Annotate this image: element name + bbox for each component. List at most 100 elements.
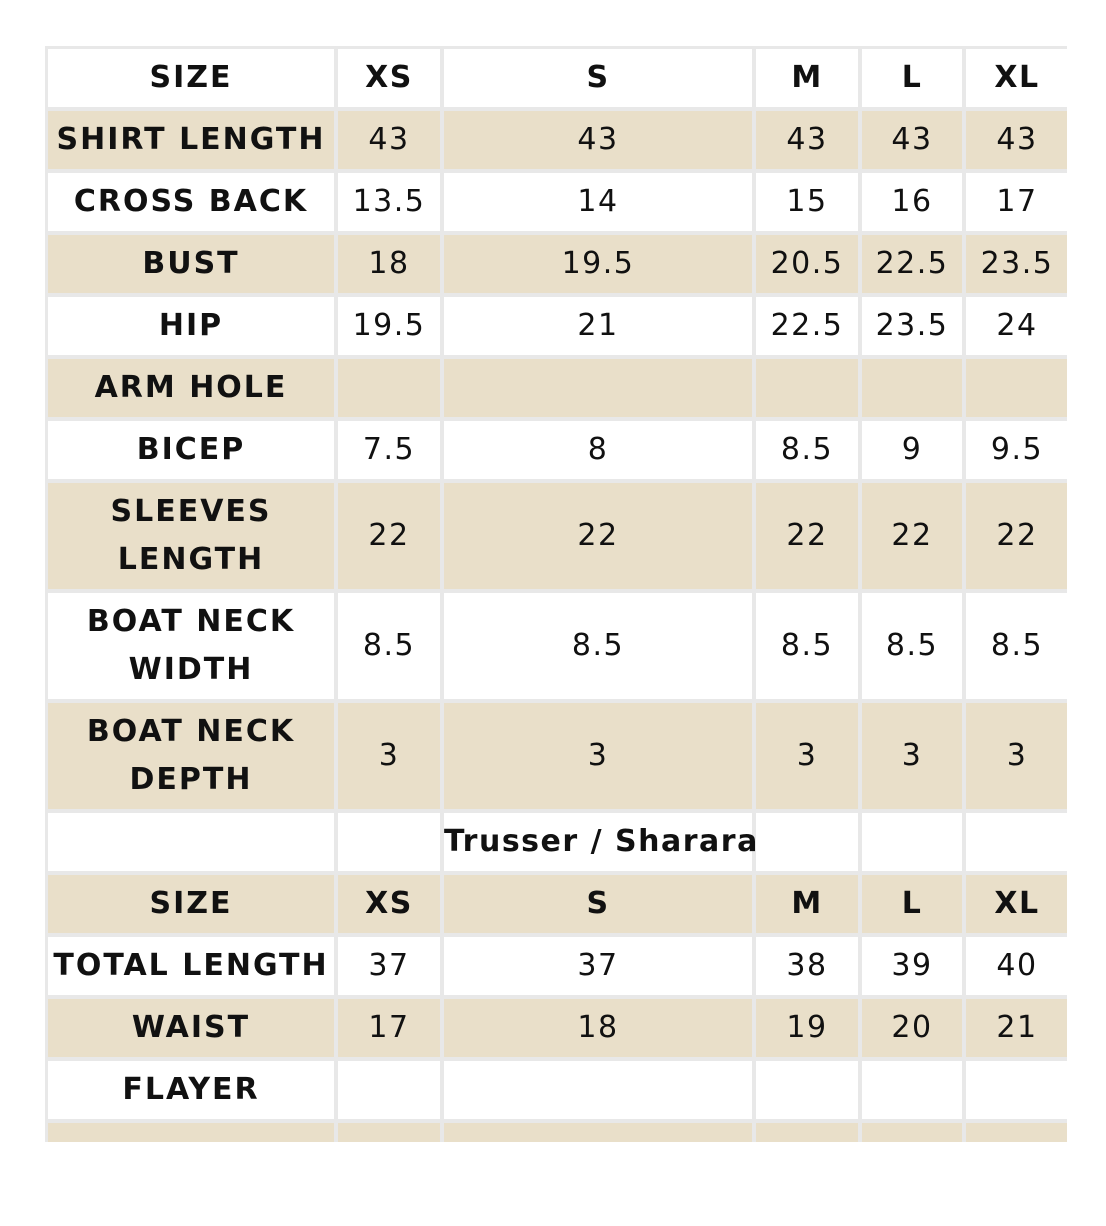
header-size-m: M [756, 49, 858, 107]
size-chart-table: SIZE XS S M L XL SHIRT LENGTH 43 43 43 4… [45, 46, 1067, 1142]
cell-l: 22.5 [862, 235, 962, 293]
header-size-xl: XL [966, 49, 1067, 107]
cell-xl: 22 [966, 483, 1067, 589]
empty-cell [756, 813, 858, 871]
cell-m: 22.5 [756, 297, 858, 355]
empty-cell [756, 1123, 858, 1142]
cell-xl: 9.5 [966, 421, 1067, 479]
cell-xl: 8.5 [966, 593, 1067, 699]
empty-cell [338, 813, 440, 871]
cell-m: 8.5 [756, 593, 858, 699]
header-size-s: S [444, 875, 752, 933]
empty-cell [338, 1123, 440, 1142]
cell-xl: 43 [966, 111, 1067, 169]
table-row-sleeves-length: SLEEVES LENGTH 22 22 22 22 22 [48, 483, 1067, 589]
cell-m: 20.5 [756, 235, 858, 293]
cell-xs: 17 [338, 999, 440, 1057]
cell-m [756, 359, 858, 417]
cell-s: 22 [444, 483, 752, 589]
row-label: CROSS BACK [48, 173, 334, 231]
row-label-line1: BOAT NECK [86, 604, 296, 639]
cell-s [444, 359, 752, 417]
cell-xs: 13.5 [338, 173, 440, 231]
header-size-xl: XL [966, 875, 1067, 933]
cell-m [756, 1061, 858, 1119]
cell-m: 19 [756, 999, 858, 1057]
cell-xs: 3 [338, 703, 440, 809]
cell-l: 23.5 [862, 297, 962, 355]
row-label: HIP [48, 297, 334, 355]
cell-xs: 37 [338, 937, 440, 995]
row-label: SLEEVES LENGTH [48, 483, 334, 589]
cell-l [862, 359, 962, 417]
row-label: BOAT NECK WIDTH [48, 593, 334, 699]
cell-m: 38 [756, 937, 858, 995]
header-size-label: SIZE [48, 49, 334, 107]
cell-xl [966, 1061, 1067, 1119]
row-label-line1: BOAT NECK [86, 714, 296, 749]
cell-xs: 18 [338, 235, 440, 293]
table-row-boat-neck-depth: BOAT NECK DEPTH 3 3 3 3 3 [48, 703, 1067, 809]
cell-xl: 23.5 [966, 235, 1067, 293]
cell-m: 22 [756, 483, 858, 589]
shirt-header-row: SIZE XS S M L XL [48, 49, 1067, 107]
row-label: BOAT NECK DEPTH [48, 703, 334, 809]
cell-s: 43 [444, 111, 752, 169]
cell-s: 21 [444, 297, 752, 355]
table-row-bicep: BICEP 7.5 8 8.5 9 9.5 [48, 421, 1067, 479]
table-row-shirt-length: SHIRT LENGTH 43 43 43 43 43 [48, 111, 1067, 169]
header-size-s: S [444, 49, 752, 107]
header-size-m: M [756, 875, 858, 933]
table-row-partial [48, 1123, 1067, 1142]
cell-m: 43 [756, 111, 858, 169]
section-title: Trusser / Sharara [444, 813, 757, 871]
cell-xl: 3 [966, 703, 1067, 809]
cell-l: 39 [862, 937, 962, 995]
cell-l: 22 [862, 483, 962, 589]
cell-s: 18 [444, 999, 752, 1057]
section-title-row: Trusser / Sharara [48, 813, 1067, 871]
cell-xs: 8.5 [338, 593, 440, 699]
cell-xs [338, 359, 440, 417]
row-label: ARM HOLE [48, 359, 334, 417]
row-label: SHIRT LENGTH [48, 111, 334, 169]
cell-xs: 43 [338, 111, 440, 169]
row-label: BICEP [48, 421, 334, 479]
cell-m: 3 [756, 703, 858, 809]
table-row-hip: HIP 19.5 21 22.5 23.5 24 [48, 297, 1067, 355]
empty-cell [862, 813, 962, 871]
bottom-header-row: SIZE XS S M L XL [48, 875, 1067, 933]
cell-xs [338, 1061, 440, 1119]
row-label-line2: DEPTH [129, 762, 253, 797]
empty-cell [48, 1123, 334, 1142]
cell-l: 43 [862, 111, 962, 169]
header-size-label: SIZE [48, 875, 334, 933]
empty-cell [966, 813, 1067, 871]
cell-s: 37 [444, 937, 752, 995]
row-label-line2: LENGTH [117, 542, 265, 577]
table-row-cross-back: CROSS BACK 13.5 14 15 16 17 [48, 173, 1067, 231]
table-row-total-length: TOTAL LENGTH 37 37 38 39 40 [48, 937, 1067, 995]
empty-cell [444, 1123, 752, 1142]
table-row-bust: BUST 18 19.5 20.5 22.5 23.5 [48, 235, 1067, 293]
cell-l: 3 [862, 703, 962, 809]
cell-s: 14 [444, 173, 752, 231]
cell-s: 3 [444, 703, 752, 809]
cell-xl: 24 [966, 297, 1067, 355]
cell-m: 8.5 [756, 421, 858, 479]
table-row-arm-hole: ARM HOLE [48, 359, 1067, 417]
cell-s: 8.5 [444, 593, 752, 699]
cell-l: 16 [862, 173, 962, 231]
row-label: TOTAL LENGTH [48, 937, 334, 995]
cell-xl: 17 [966, 173, 1067, 231]
cell-xs: 19.5 [338, 297, 440, 355]
row-label-line1: SLEEVES [110, 494, 272, 529]
cell-s: 8 [444, 421, 752, 479]
header-size-l: L [862, 875, 962, 933]
size-chart: SIZE XS S M L XL SHIRT LENGTH 43 43 43 4… [45, 46, 1067, 1142]
header-size-xs: XS [338, 875, 440, 933]
cell-xl [966, 359, 1067, 417]
table-row-boat-neck-width: BOAT NECK WIDTH 8.5 8.5 8.5 8.5 8.5 [48, 593, 1067, 699]
cell-xl: 21 [966, 999, 1067, 1057]
table-row-flayer: FLAYER [48, 1061, 1067, 1119]
